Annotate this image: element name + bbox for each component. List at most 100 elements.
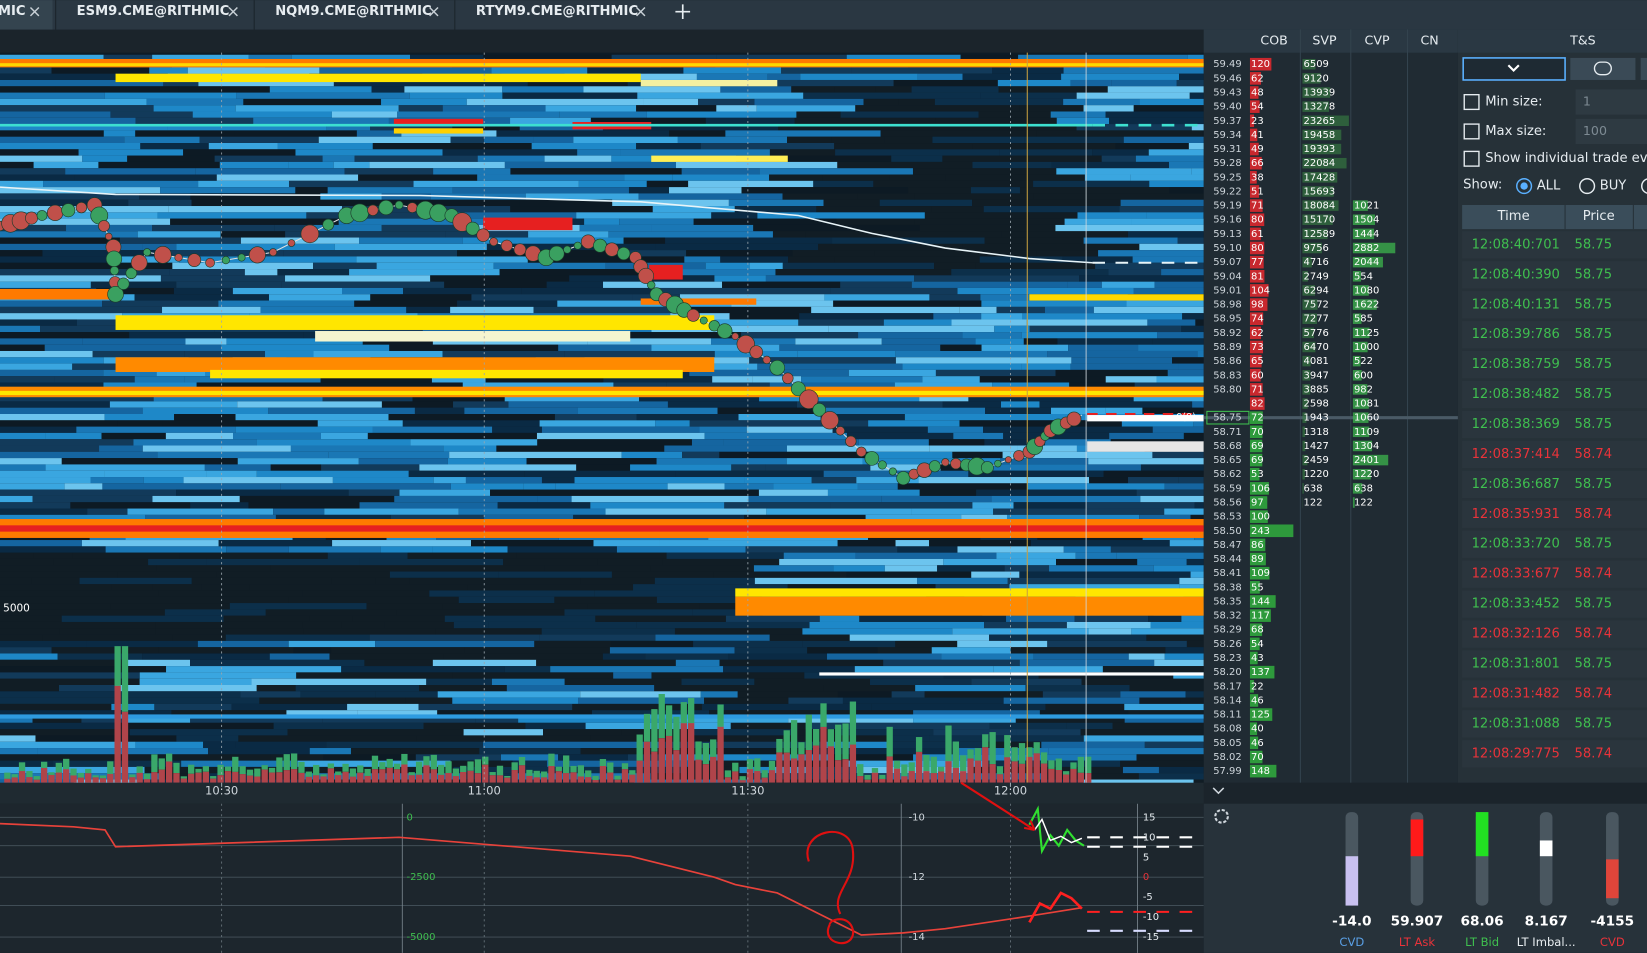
tab-close[interactable]	[29, 6, 40, 17]
heat-cell	[0, 79, 164, 87]
volume-buy	[614, 775, 621, 780]
heat-cell	[229, 603, 367, 610]
heat-cell	[421, 212, 577, 219]
volume-sell	[937, 771, 945, 783]
tab-label[interactable]: NQM9.CME@RITHMIC	[275, 4, 431, 19]
trade-dot	[1066, 411, 1082, 427]
volume-buy	[298, 761, 305, 773]
heat-cell	[165, 432, 234, 440]
heat-cell	[911, 508, 994, 515]
indicator-label: LT Bid	[1465, 935, 1499, 949]
tab-label[interactable]: RTYM9.CME@RITHMIC	[476, 4, 638, 19]
heat-cell	[587, 338, 712, 345]
tab-label[interactable]: MIC	[0, 4, 25, 19]
heat-cell	[1156, 376, 1204, 383]
ts-row	[1462, 321, 1647, 349]
heat-cell	[591, 710, 654, 717]
heat-cell	[818, 243, 963, 251]
volume-buy	[540, 771, 548, 778]
heat-cell	[332, 540, 471, 547]
heat-cell	[1132, 256, 1204, 263]
heat-cell	[544, 155, 612, 162]
price-label: 59.40	[1213, 102, 1242, 113]
heat-cell	[620, 149, 770, 156]
heat-cell	[72, 552, 180, 559]
heat-cell	[984, 237, 1084, 244]
heat-cell	[327, 187, 453, 194]
volume-buy	[489, 772, 496, 776]
heat-cell	[444, 281, 547, 288]
heat-cell	[0, 275, 161, 282]
heat-cell	[0, 338, 83, 345]
tab-label[interactable]: ESM9.CME@RITHMIC	[77, 4, 230, 19]
heat-cell	[275, 514, 391, 522]
heat-cell	[753, 224, 920, 232]
heat-cell	[656, 596, 762, 604]
checkbox[interactable]	[1463, 123, 1480, 140]
heat-cell	[935, 369, 1056, 377]
input[interactable]	[1575, 89, 1647, 115]
radio[interactable]	[1579, 177, 1596, 195]
price-label: 59.43	[1213, 88, 1242, 99]
heat-cell	[151, 697, 260, 704]
input[interactable]	[1575, 118, 1647, 145]
heat-cell	[127, 508, 274, 515]
chat-icon	[1593, 61, 1612, 76]
radio[interactable]	[1641, 178, 1647, 194]
heat-cell	[593, 540, 660, 547]
heat-cell	[0, 212, 158, 219]
extra-button[interactable]	[1640, 57, 1647, 80]
volume-buy	[842, 723, 849, 760]
volume-sell	[77, 777, 85, 783]
heat-cell	[160, 275, 286, 282]
cob-bar	[1249, 227, 1261, 241]
cob-bar	[1249, 128, 1258, 142]
heat-cell	[997, 79, 1071, 87]
svp-value: 6509	[1304, 59, 1329, 70]
volume-buy	[1011, 747, 1018, 762]
heat-cell	[371, 86, 405, 93]
heat-cell	[450, 760, 513, 767]
volume-sell	[290, 769, 298, 783]
price-label: 59.04	[1213, 271, 1242, 282]
heat-cell	[0, 332, 130, 339]
price-label: 58.98	[1213, 300, 1242, 311]
volume-buy	[371, 755, 379, 770]
collapse-chevron[interactable]	[1212, 787, 1225, 795]
heat-cell	[134, 376, 185, 383]
heat-cell	[650, 565, 754, 572]
price-label: 58.59	[1213, 483, 1242, 494]
price-label: 59.13	[1213, 229, 1242, 240]
settings-gear[interactable]	[1214, 808, 1229, 824]
tab-close[interactable]	[429, 6, 439, 17]
heat-cell	[1188, 143, 1204, 150]
cob-value: 60	[1251, 370, 1264, 381]
heat-cell	[959, 306, 997, 314]
volume-buy	[746, 759, 754, 770]
heat-cell	[218, 300, 355, 307]
cob-bar	[1249, 510, 1268, 523]
heat-cell	[0, 420, 118, 427]
heat-cell	[31, 577, 80, 585]
cvp-bar	[1352, 426, 1370, 438]
heat-cell	[611, 54, 717, 62]
heat-cell	[536, 432, 705, 440]
volume-buy	[246, 769, 254, 776]
radio[interactable]	[1516, 177, 1533, 195]
new-tab[interactable]	[675, 4, 691, 20]
checkbox[interactable]	[1463, 94, 1480, 111]
tab-close[interactable]	[636, 6, 646, 17]
chat-button[interactable]	[1570, 57, 1636, 80]
heat-cell	[240, 691, 301, 698]
heat-cell	[452, 697, 579, 704]
volume-buy	[908, 762, 915, 772]
checkbox[interactable]	[1463, 150, 1480, 167]
cob-bar	[1249, 397, 1265, 410]
heat-cell	[490, 489, 583, 496]
heat-cell	[149, 67, 188, 74]
heat-cell	[166, 666, 342, 673]
tab-close[interactable]	[228, 6, 238, 17]
volume-buy	[864, 774, 871, 780]
heat-cell	[407, 552, 517, 559]
heat-cell	[218, 540, 333, 547]
